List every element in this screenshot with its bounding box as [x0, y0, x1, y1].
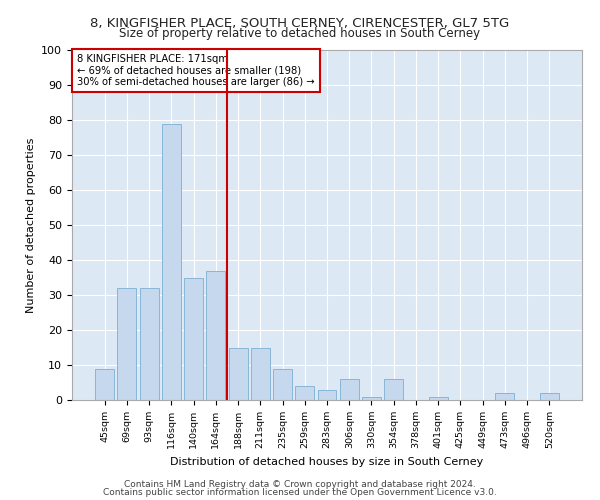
Bar [273, 368, 292, 400]
Bar [140, 288, 158, 400]
Text: Contains public sector information licensed under the Open Government Licence v3: Contains public sector information licen… [103, 488, 497, 497]
Bar [340, 379, 359, 400]
Bar [362, 396, 381, 400]
Text: Contains HM Land Registry data © Crown copyright and database right 2024.: Contains HM Land Registry data © Crown c… [124, 480, 476, 489]
Bar [540, 393, 559, 400]
Bar [95, 368, 114, 400]
X-axis label: Distribution of detached houses by size in South Cerney: Distribution of detached houses by size … [170, 456, 484, 466]
Bar [317, 390, 337, 400]
Text: 8 KINGFISHER PLACE: 171sqm
← 69% of detached houses are smaller (198)
30% of sem: 8 KINGFISHER PLACE: 171sqm ← 69% of deta… [77, 54, 315, 86]
Bar [295, 386, 314, 400]
Text: 8, KINGFISHER PLACE, SOUTH CERNEY, CIRENCESTER, GL7 5TG: 8, KINGFISHER PLACE, SOUTH CERNEY, CIREN… [91, 18, 509, 30]
Bar [496, 393, 514, 400]
Bar [162, 124, 181, 400]
Text: Size of property relative to detached houses in South Cerney: Size of property relative to detached ho… [119, 28, 481, 40]
Bar [429, 396, 448, 400]
Bar [184, 278, 203, 400]
Bar [118, 288, 136, 400]
Y-axis label: Number of detached properties: Number of detached properties [26, 138, 36, 312]
Bar [251, 348, 270, 400]
Bar [206, 270, 225, 400]
Bar [384, 379, 403, 400]
Bar [229, 348, 248, 400]
